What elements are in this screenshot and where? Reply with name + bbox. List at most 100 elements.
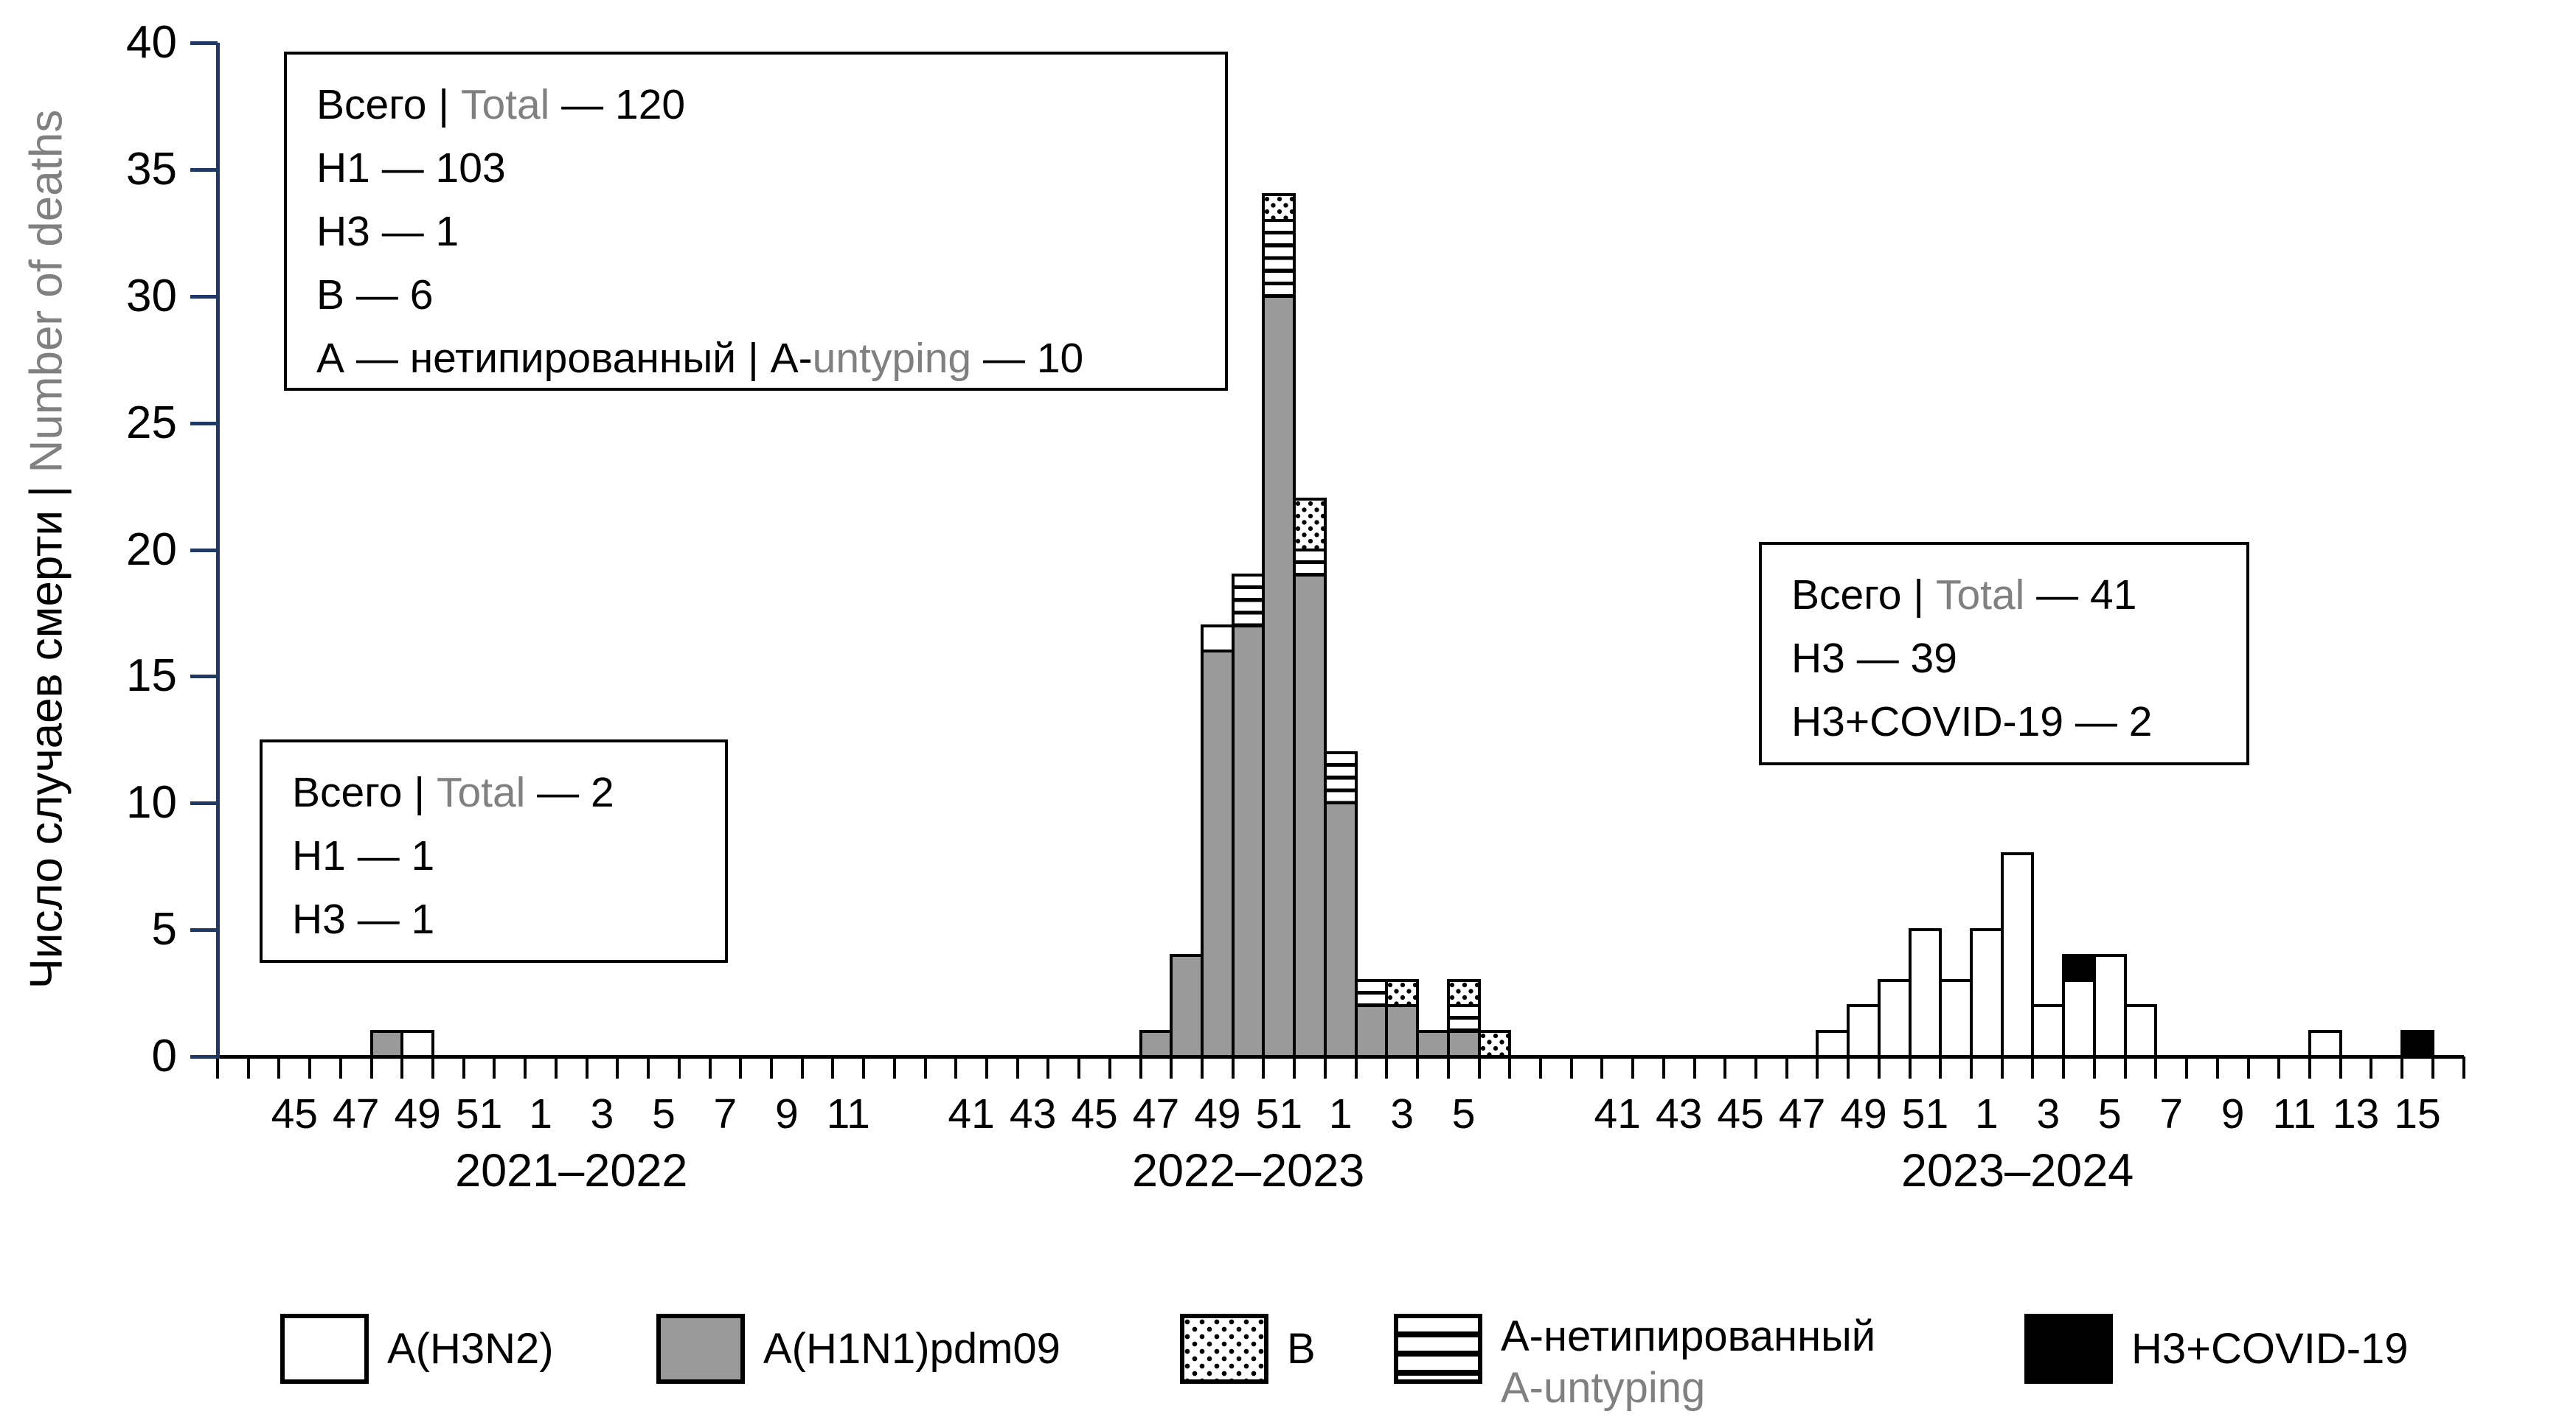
legend-label-b: B: [1287, 1325, 1316, 1373]
bar-segment-A-H3N2--week-1: [1970, 928, 2004, 1058]
y-tick-label-0: 0: [151, 1031, 177, 1082]
legend-label-covid: H3+COVID-19: [2131, 1325, 2409, 1373]
x-tick-label-week-1: 1: [1328, 1090, 1353, 1138]
y-tick-label-40: 40: [126, 17, 177, 68]
x-tick-label-week-7: 7: [713, 1090, 737, 1138]
x-tick: [216, 1056, 219, 1079]
x-tick: [831, 1056, 835, 1079]
x-tick: [1293, 1056, 1296, 1079]
x-tick-label-week-5: 5: [1451, 1090, 1476, 1138]
bar-segment-B-week-52: [1293, 497, 1327, 551]
bar-segment-A-H1N1-pdm09-week-5: [1446, 1029, 1481, 1058]
x-tick-label-week-1: 1: [529, 1090, 552, 1138]
x-tick-label-week-45: 45: [271, 1090, 318, 1138]
annotation-line: Всего | Total — 2: [292, 761, 695, 824]
bar-segment-A-H3N2--week-48: [1816, 1029, 1850, 1058]
annotation-text-gray: Total: [436, 769, 526, 816]
annotation-text: Всего |: [316, 81, 461, 128]
legend-item-covid: H3+COVID-19: [2024, 1314, 2409, 1384]
x-tick-label-week-15: 15: [2394, 1090, 2441, 1138]
bar-segment-A-untyping-week-52: [1293, 548, 1327, 577]
legend-label-untyped-ru: А-нетипированный: [1501, 1312, 1876, 1360]
bar-segment-A-H1N1-pdm09-week-48: [369, 1029, 404, 1058]
x-tick: [1139, 1056, 1142, 1079]
x-tick: [2123, 1056, 2127, 1079]
annotation-line: H3 — 1: [292, 888, 695, 951]
x-tick: [2308, 1056, 2311, 1079]
x-tick-label-week-3: 3: [590, 1090, 614, 1138]
y-tick-label-30: 30: [126, 270, 177, 321]
x-tick: [2400, 1056, 2404, 1079]
legend-item-h3n2: A(H3N2): [280, 1314, 554, 1384]
x-tick: [923, 1056, 927, 1079]
x-tick: [1016, 1056, 1019, 1079]
x-tick: [954, 1056, 958, 1079]
bar-segment-A-H1N1-pdm09-week-51: [1262, 294, 1296, 1058]
x-tick: [493, 1056, 496, 1079]
annotation-text: H3+COVID-19 — 2: [1791, 698, 2153, 745]
bar-segment-A-untyping-week-1: [1323, 751, 1358, 805]
x-tick: [1569, 1056, 1573, 1079]
annotation-text: H1 — 103: [316, 145, 506, 192]
bar-segment-A-untyping-week-2: [1354, 978, 1389, 1008]
x-tick: [2462, 1056, 2465, 1079]
x-tick: [1108, 1056, 1111, 1079]
annotation-text: H3 — 1: [292, 896, 435, 943]
bar-segment-A-H1N1-pdm09-week-4: [1416, 1029, 1450, 1058]
annotation-line: H3 — 39: [1791, 627, 2217, 690]
x-tick: [1662, 1056, 1665, 1079]
x-tick-label-week-5: 5: [652, 1090, 676, 1138]
x-tick: [1847, 1056, 1850, 1079]
x-tick: [1231, 1056, 1235, 1079]
bar-segment-A-H3N2--week-52: [1939, 978, 1973, 1058]
y-tick-20: [190, 548, 218, 552]
x-tick: [2246, 1056, 2250, 1079]
x-tick: [2062, 1056, 2066, 1079]
legend-item-b: B: [1180, 1314, 1316, 1384]
bar-segment-A-H3N2--week-5: [2092, 953, 2127, 1058]
x-tick: [339, 1056, 342, 1079]
x-tick: [739, 1056, 743, 1079]
annotation-text: H1 — 1: [292, 832, 435, 880]
x-tick: [1939, 1056, 1943, 1079]
bar-segment-A-H3N2--week-12: [2308, 1029, 2342, 1058]
y-axis-line: [216, 43, 220, 1059]
x-tick-label-week-49: 49: [1194, 1090, 1241, 1138]
x-tick: [1816, 1056, 1819, 1079]
bar-segment-H3-COVID-19-week-15: [2400, 1029, 2434, 1058]
y-tick-40: [190, 41, 218, 45]
x-tick: [616, 1056, 619, 1079]
x-tick: [400, 1056, 404, 1079]
x-tick: [892, 1056, 896, 1079]
annotation-text-gray: untyping: [812, 335, 972, 382]
y-tick-30: [190, 294, 218, 299]
x-tick: [1262, 1056, 1266, 1079]
x-tick: [769, 1056, 773, 1079]
x-tick: [2154, 1056, 2158, 1079]
bar-segment-A-H1N1-pdm09-week-52: [1293, 573, 1327, 1058]
annotation-text: — 120: [549, 81, 686, 128]
x-tick-label-week-11: 11: [2272, 1090, 2316, 1138]
bar-segment-H3-COVID-19-week-4: [2062, 953, 2096, 982]
annotation-box-2023-2024: Всего | Total — 41 H3 — 39 H3+COVID-19 — 2: [1759, 542, 2249, 765]
x-tick-label-week-1: 1: [1975, 1090, 1999, 1138]
y-tick-label-20: 20: [126, 523, 177, 575]
bar-segment-A-H1N1-pdm09-week-50: [1231, 624, 1266, 1058]
x-tick: [2370, 1056, 2373, 1079]
x-tick-label-week-45: 45: [1071, 1090, 1118, 1138]
season-label-2021-2022: 2021–2022: [455, 1145, 688, 1197]
x-tick: [2092, 1056, 2096, 1079]
annotation-text: — 10: [971, 335, 1084, 382]
annotation-line: H1 — 1: [292, 824, 695, 888]
x-tick: [1170, 1056, 1173, 1079]
x-tick: [1908, 1056, 1912, 1079]
y-tick-label-25: 25: [126, 397, 177, 448]
x-tick: [1477, 1056, 1481, 1079]
annotation-line: H3 — 1: [316, 200, 1195, 263]
x-tick: [369, 1056, 373, 1079]
y-tick-0: [190, 1055, 218, 1059]
annotation-text: Всего |: [292, 769, 437, 816]
x-tick: [1600, 1056, 1604, 1079]
bar-segment-A-H3N2--week-49: [1847, 1004, 1881, 1058]
x-tick-label-week-47: 47: [1132, 1090, 1180, 1138]
